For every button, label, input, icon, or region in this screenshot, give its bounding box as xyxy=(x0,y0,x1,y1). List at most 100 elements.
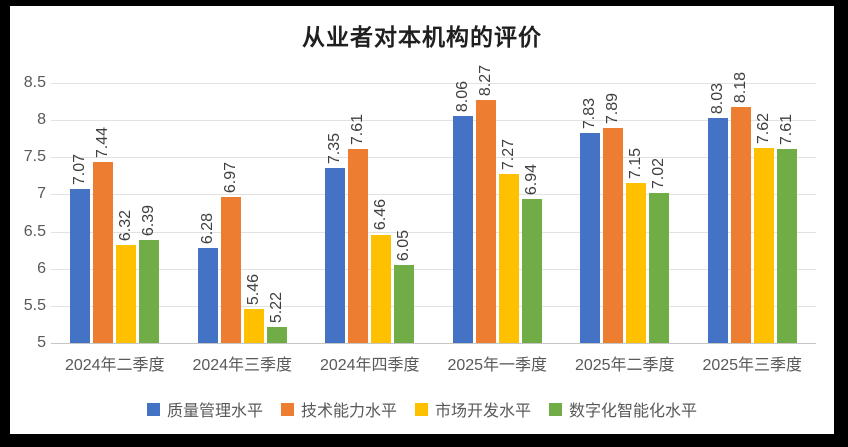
x-axis-category-label: 2024年四季度 xyxy=(319,357,420,374)
y-axis-tick-label: 6 xyxy=(37,259,46,277)
bar xyxy=(649,192,670,343)
bar-slot: 5.22 xyxy=(266,292,287,343)
legend-label: 技术能力水平 xyxy=(300,403,397,420)
gridline xyxy=(51,231,816,233)
bar-value-label: 8.06 xyxy=(453,80,471,112)
legend-item: 质量管理水平 xyxy=(146,397,263,421)
bar xyxy=(521,198,542,343)
bar-value-label: 7.44 xyxy=(94,126,112,158)
bar xyxy=(498,174,519,343)
bar-slot: 8.03 xyxy=(707,83,728,343)
y-axis-tick-label: 7.5 xyxy=(23,148,46,166)
legend-swatch-icon xyxy=(146,402,160,416)
x-axis-category-label: 2025年三季度 xyxy=(702,357,803,374)
y-axis-tick-label: 5 xyxy=(37,334,46,351)
gridline xyxy=(51,268,816,270)
bar-groups: 7.07 7.44 6.32 6.39 6.28 6.97 5.46 5.22 7.35 7.61… xyxy=(51,65,817,343)
legend-item: 市场开发水平 xyxy=(415,397,531,421)
legend-item: 技术能力水平 xyxy=(280,397,397,421)
bar-value-label: 7.35 xyxy=(326,133,344,165)
y-axis-tick-label: 7 xyxy=(37,185,46,203)
legend-label: 质量管理水平 xyxy=(166,403,263,420)
bar-value-label: 6.05 xyxy=(395,229,413,261)
bar-group: 8.06 8.27 7.27 6.94 xyxy=(434,65,562,343)
bar xyxy=(371,234,392,343)
y-axis: 8.5 8 7.5 7 6.5 6 5.5 5 xyxy=(10,74,46,351)
bar-value-label: 7.62 xyxy=(754,113,772,145)
bar xyxy=(776,149,797,343)
bar-slot: 6.28 xyxy=(197,213,218,343)
bar xyxy=(475,100,496,343)
bar-slot: 8.06 xyxy=(452,81,473,343)
bar-value-label: 6.46 xyxy=(372,199,390,231)
gridline xyxy=(51,305,816,307)
bar-value-label: 7.27 xyxy=(499,139,517,171)
bar-slot: 5.46 xyxy=(243,274,264,343)
bar-value-label: 7.83 xyxy=(581,97,599,129)
chart-title: 从业者对本机构的评价 xyxy=(302,25,542,50)
bar-value-label: 8.03 xyxy=(708,82,726,114)
bar xyxy=(325,168,346,343)
bar-group: 7.07 7.44 6.32 6.39 xyxy=(51,83,179,343)
bar-value-label: 7.61 xyxy=(777,113,795,146)
bar xyxy=(707,117,728,343)
bar xyxy=(580,132,601,343)
legend-swatch-icon xyxy=(549,402,563,416)
bar-slot: 7.27 xyxy=(498,139,519,343)
gridline xyxy=(51,157,816,159)
bar-value-label: 6.28 xyxy=(198,212,216,244)
bar-slot: 8.18 xyxy=(730,72,751,343)
legend-item: 数字化智能化水平 xyxy=(549,397,697,421)
chart-canvas: 从业者对本机构的评价 8.5 8 7.5 7 6.5 6 5.5 5 7.07 7.44 6.32… xyxy=(10,6,834,434)
bar xyxy=(197,247,218,343)
legend: 质量管理水平 技术能力水平 市场开发水平 数字化智能化水平 xyxy=(10,397,834,421)
x-axis-category-label: 2025年二季度 xyxy=(574,357,675,374)
bar-slot: 7.62 xyxy=(753,113,774,343)
bar xyxy=(626,183,647,343)
bar xyxy=(93,161,114,343)
bar xyxy=(243,308,264,343)
bar-group: 6.28 6.97 5.46 5.22 xyxy=(179,83,307,343)
bar-group: 7.83 7.89 7.15 7.02 xyxy=(561,83,689,343)
legend-label: 市场开发水平 xyxy=(435,403,532,420)
x-axis-category-label: 2024年二季度 xyxy=(64,357,165,374)
bar-slot: 7.61 xyxy=(348,114,369,343)
bar xyxy=(452,115,473,343)
bar xyxy=(394,265,415,343)
bar xyxy=(116,244,137,343)
bar-slot: 7.35 xyxy=(325,133,346,343)
y-axis-tick-label: 8 xyxy=(37,111,46,129)
bar-slot: 7.07 xyxy=(70,154,91,343)
x-axis-category-label: 2024年三季度 xyxy=(192,357,293,374)
bar-value-label: 7.15 xyxy=(627,148,645,180)
bar-slot: 6.46 xyxy=(371,199,392,343)
bar-value-label: 6.97 xyxy=(221,161,239,193)
bar-value-label: 5.46 xyxy=(244,273,262,305)
bar-slot: 7.15 xyxy=(626,148,647,343)
bar-value-label: 7.07 xyxy=(71,154,89,186)
plot-area: 7.07 7.44 6.32 6.39 6.28 6.97 5.46 5.22 7.35 7.61… xyxy=(51,65,817,344)
bar-slot: 7.61 xyxy=(776,114,797,343)
gridline xyxy=(51,83,816,84)
bar-slot: 7.02 xyxy=(649,158,670,343)
bar xyxy=(730,106,751,343)
bar-value-label: 8.27 xyxy=(476,64,494,97)
bar-slot: 6.97 xyxy=(220,162,241,343)
bar-value-label: 6.39 xyxy=(140,204,158,236)
legend-swatch-icon xyxy=(415,402,428,416)
x-axis-category-labels: 2024年二季度 2024年三季度 2024年四季度 2025年一季度 2025年二季度… xyxy=(51,351,816,375)
legend-swatch-icon xyxy=(280,402,294,416)
bar xyxy=(603,128,624,343)
bar-slot: 7.89 xyxy=(603,93,624,343)
bar-slot: 6.05 xyxy=(394,230,415,343)
gridline xyxy=(51,194,816,196)
bar xyxy=(266,326,287,343)
bar xyxy=(70,189,91,343)
bar-value-label: 7.02 xyxy=(650,157,668,189)
bar xyxy=(348,149,369,343)
bar-value-label: 8.18 xyxy=(731,71,749,103)
bar-group: 7.35 7.61 6.46 6.05 xyxy=(306,83,434,343)
legend-label: 数字化智能化水平 xyxy=(569,403,698,420)
bar-group: 8.03 8.18 7.62 7.61 xyxy=(689,72,817,343)
